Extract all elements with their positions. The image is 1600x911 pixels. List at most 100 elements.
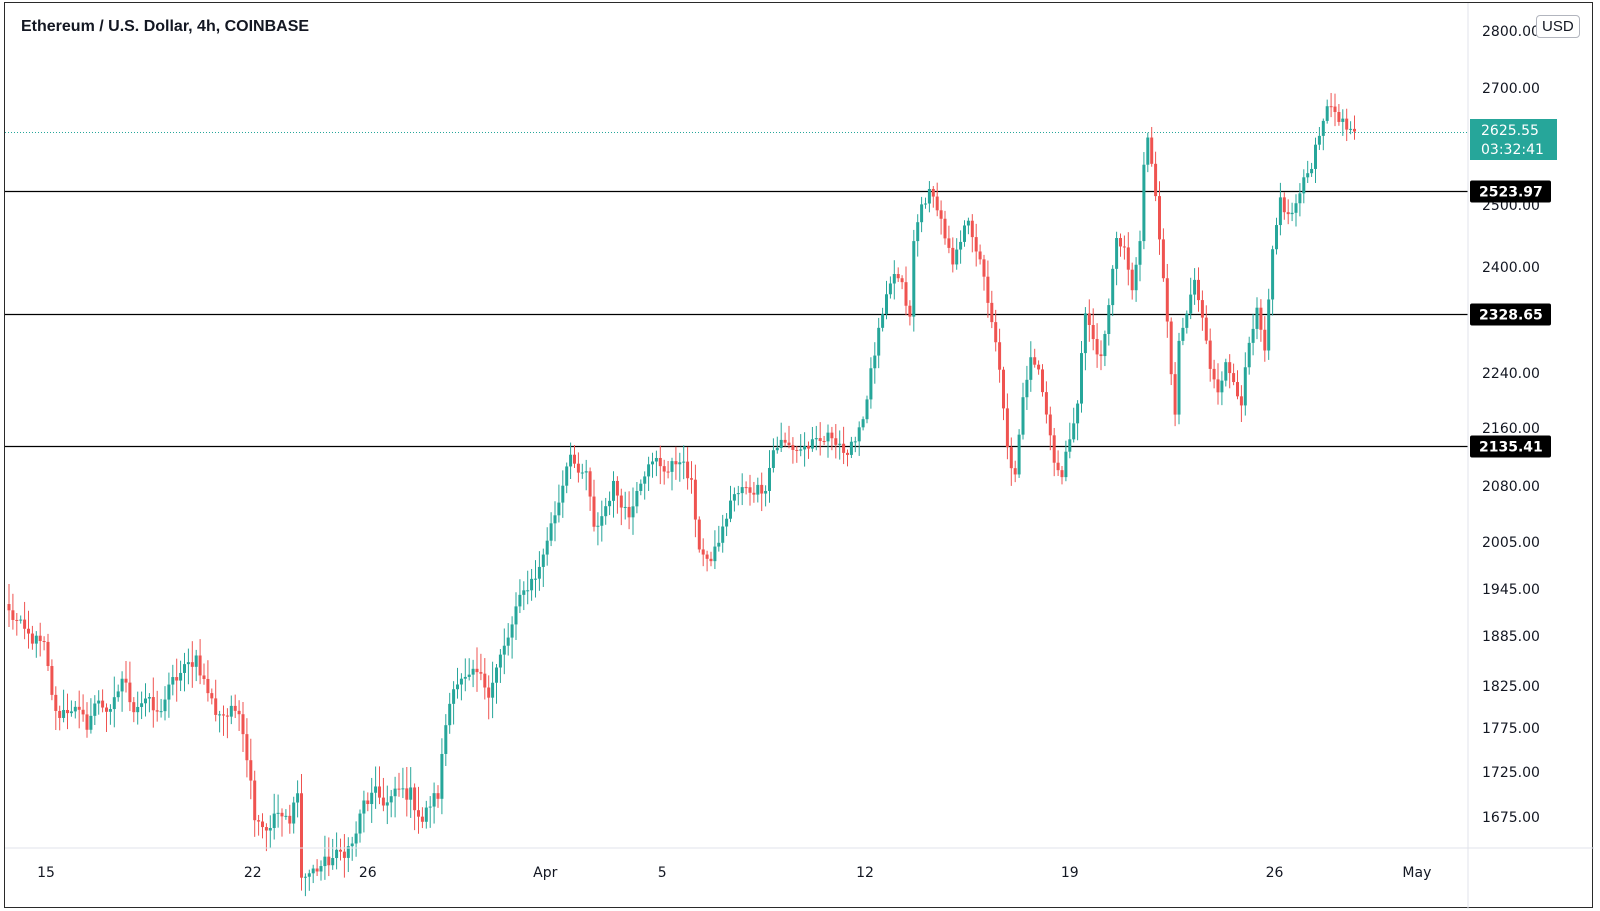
candle-body (319, 866, 323, 872)
candle-body (1208, 340, 1212, 369)
candle-body (1052, 435, 1056, 463)
candle-body (569, 454, 573, 467)
candle-body (222, 714, 225, 716)
level-label: 2328.65 (1479, 308, 1543, 324)
candle-body (935, 196, 939, 211)
candle-body (534, 578, 537, 580)
candle-body (775, 447, 779, 451)
candle-body (105, 707, 108, 712)
candle-body (892, 274, 896, 284)
currency-button[interactable]: USD (1536, 15, 1580, 38)
candle-body (42, 641, 46, 643)
candle-body (85, 714, 89, 730)
candle-body (77, 706, 81, 710)
candle-body (1236, 382, 1239, 397)
candle-body (151, 697, 155, 711)
level-label: 2135.41 (1479, 440, 1543, 456)
candle-body (518, 594, 522, 607)
candle-body (1278, 197, 1282, 226)
candle-body (339, 849, 342, 852)
candle-body (354, 833, 358, 844)
price-axis[interactable]: 2800.002700.002500.002400.002240.002160.… (1482, 24, 1540, 826)
candle-body (97, 700, 101, 704)
candle-body (241, 714, 245, 735)
candle-body (46, 641, 50, 667)
candle-body (389, 796, 393, 803)
candle-body (779, 439, 783, 448)
candle-body (483, 673, 487, 688)
candle-body (596, 525, 600, 527)
candle-body (970, 220, 974, 238)
candle-body (639, 483, 643, 491)
candle-body (771, 450, 775, 468)
candle-body (1134, 264, 1138, 291)
candle-body (682, 461, 686, 463)
candle-body (1282, 197, 1286, 213)
candle-body (1056, 462, 1060, 471)
chart-frame: 2800.00 2700.00 2500.00 2400.00 2240.00 2160.… (4, 2, 1594, 909)
candle-body (584, 471, 588, 473)
levels-layer (5, 190, 1468, 448)
candles-layer (7, 92, 1356, 897)
candle-body (697, 519, 701, 550)
candle-body (1267, 299, 1271, 351)
candle-body (1255, 307, 1259, 329)
candle-body (245, 734, 249, 761)
candle-body (604, 506, 608, 517)
candle-body (428, 806, 432, 808)
candle-body (830, 432, 834, 439)
candle-body (233, 705, 237, 711)
time-tick-label: 19 (1061, 865, 1079, 881)
candle-body (452, 689, 456, 704)
candle-body (159, 711, 163, 713)
candle-body (1025, 379, 1029, 398)
candle-body (1161, 239, 1165, 279)
time-tick-label: 22 (244, 865, 262, 881)
candle-body (931, 188, 935, 197)
candle-body (678, 462, 682, 465)
candle-body (709, 558, 713, 562)
candle-body (179, 672, 183, 681)
price-tick-label: 2005.00 (1482, 535, 1540, 551)
candle-body (23, 619, 27, 629)
time-axis[interactable]: 15 22 26 Apr 5 12 19 26 May (37, 865, 1431, 881)
candle-body (986, 276, 990, 303)
candle-body (857, 427, 861, 442)
candle-body (690, 478, 693, 480)
candle-body (1220, 380, 1224, 393)
candle-body (1130, 269, 1134, 291)
candle-body (401, 788, 405, 790)
candle-body (218, 714, 222, 716)
candle-body (15, 619, 19, 621)
candle-body (1290, 212, 1294, 215)
candle-body (861, 419, 865, 428)
candle-body (1197, 279, 1200, 301)
candle-body (947, 238, 951, 248)
candle-body (1317, 135, 1321, 145)
candle-body (701, 549, 705, 555)
candle-body (89, 715, 93, 730)
candle-body (268, 827, 272, 831)
candle-body (296, 793, 300, 803)
candle-body (732, 494, 736, 501)
candle-body (545, 540, 549, 555)
price-chart[interactable]: 2800.002700.002500.002400.002240.002160.… (5, 3, 1594, 909)
candle-body (1119, 238, 1122, 247)
candle-body (30, 633, 34, 644)
candle-body (814, 438, 818, 440)
candle-body (1060, 470, 1064, 478)
candle-body (877, 327, 881, 356)
candle-body (229, 705, 233, 717)
candle-body (608, 500, 612, 507)
candle-body (186, 662, 190, 665)
candle-body (487, 687, 491, 698)
candle-body (81, 709, 85, 715)
candle-body (822, 441, 826, 443)
candle-body (588, 471, 592, 497)
candle-body (183, 664, 186, 673)
candle-body (335, 849, 339, 859)
candle-body (810, 439, 814, 449)
candle-body (1103, 333, 1107, 357)
candle-body (292, 802, 296, 824)
candle-body (1314, 144, 1317, 169)
